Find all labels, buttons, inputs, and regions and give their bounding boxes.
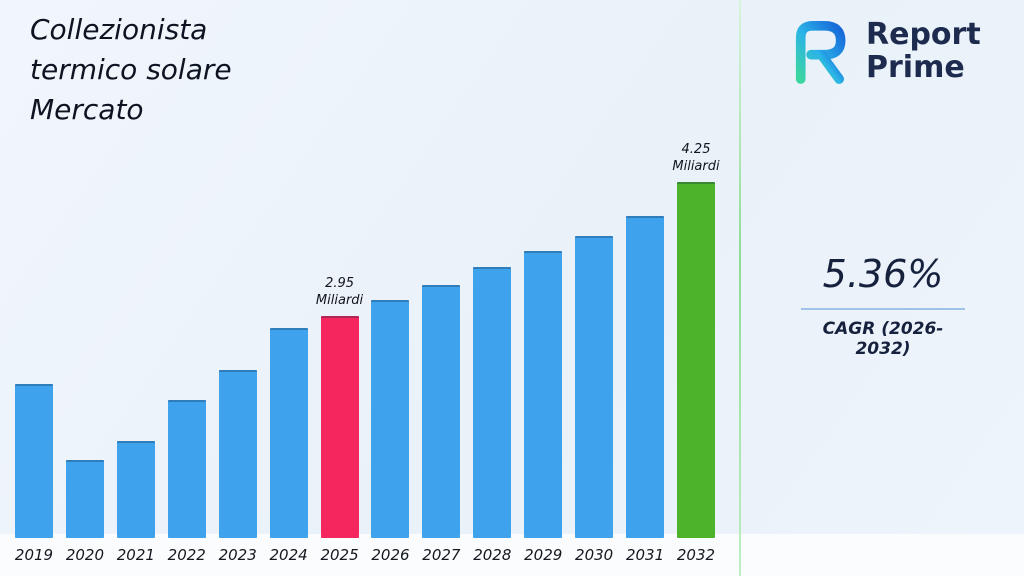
x-axis-label-2032: 2032 <box>676 546 716 564</box>
bar-2023 <box>218 370 257 538</box>
x-axis-label-2026: 2026 <box>371 546 410 564</box>
bar-2027 <box>422 285 461 538</box>
x-axis-label-2030: 2030 <box>575 546 614 564</box>
bar-2032 <box>676 182 715 538</box>
x-axis-label-2027: 2027 <box>422 546 461 564</box>
chart-title-line-2: termico solare <box>30 52 232 86</box>
bar-group-2020: 2020 <box>63 460 107 564</box>
report-prime-logo-icon <box>780 14 854 88</box>
bar-group-2022: 2022 <box>165 400 209 564</box>
bar-2026 <box>371 300 410 538</box>
bar-group-2029: 2029 <box>521 251 565 564</box>
cagr-underline <box>801 308 965 310</box>
bar-group-2027: 2027 <box>419 285 463 564</box>
bar-2022 <box>167 400 206 538</box>
bar-2021 <box>116 441 155 538</box>
logo-text-line-1: Report <box>866 17 981 52</box>
bar-group-2028: 2028 <box>470 267 514 564</box>
x-axis-label-2028: 2028 <box>473 546 512 564</box>
bar-2029 <box>524 251 563 538</box>
report-prime-logo-text: Report Prime <box>866 18 981 84</box>
x-axis-label-2019: 2019 <box>14 546 54 564</box>
bar-group-2030: 2030 <box>572 236 616 564</box>
bar-annotation-2025: 2.95 Miliardi <box>315 276 364 309</box>
bar-2020 <box>65 460 104 538</box>
bar-group-2026: 2026 <box>368 300 412 564</box>
bar-group-2019: 2019 <box>12 384 56 564</box>
x-axis-label-2022: 2022 <box>167 546 206 564</box>
bar-group-2031: 2031 <box>623 216 667 564</box>
bar-2028 <box>473 267 512 538</box>
chart-title-line-1: Collezionista <box>30 13 208 46</box>
bar-group-2025: 2.95 Miliardi 2025 <box>315 276 364 564</box>
bar-2019 <box>15 384 53 538</box>
chart-title: Collezionista termico solare Mercato <box>30 10 232 129</box>
bar-group-2032: 4.25 Miliardi 2032 <box>672 142 720 564</box>
bar-chart: 2019 2020 2021 2022 2023 2024 2.95 Miliardi 2025… <box>12 142 720 564</box>
bar-group-2023: 2023 <box>216 370 260 564</box>
x-axis-label-2021: 2021 <box>116 546 155 564</box>
bar-2031 <box>626 216 665 538</box>
logo-text-line-2: Prime <box>866 50 965 85</box>
chart-title-line-3: Mercato <box>30 92 144 126</box>
bar-2025 <box>320 316 359 538</box>
bar-2030 <box>575 236 614 538</box>
x-axis-label-2024: 2024 <box>269 546 308 564</box>
x-axis-label-2031: 2031 <box>625 546 665 564</box>
cagr-block: 5.36% CAGR (2026-2032) <box>797 252 969 359</box>
x-axis-label-2025: 2025 <box>320 546 359 564</box>
x-axis-label-2020: 2020 <box>65 546 105 564</box>
report-prime-logo: Report Prime <box>780 14 981 88</box>
x-axis-label-2029: 2029 <box>524 546 563 564</box>
axis-baseline-strip <box>0 534 1024 576</box>
cagr-label: CAGR (2026-2032) <box>822 319 944 359</box>
panel-divider <box>739 0 741 576</box>
bar-group-2024: 2024 <box>267 328 311 564</box>
bar-annotation-2032: 4.25 Miliardi <box>672 142 720 175</box>
cagr-value: 5.36% <box>822 252 944 296</box>
bar-group-2021: 2021 <box>114 441 158 564</box>
x-axis-label-2023: 2023 <box>218 546 257 564</box>
bar-2024 <box>269 328 308 538</box>
